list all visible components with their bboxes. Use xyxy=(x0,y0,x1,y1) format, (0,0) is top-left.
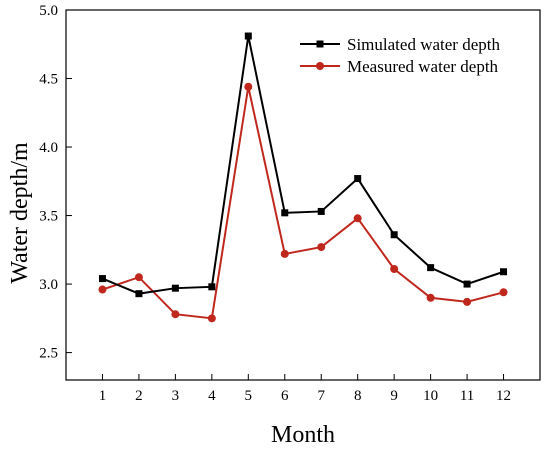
y-tick-label: 3.5 xyxy=(39,209,58,225)
data-point-square xyxy=(390,231,398,239)
legend-marker-circle xyxy=(316,62,324,70)
series-line xyxy=(102,35,504,295)
x-tick-label: 1 xyxy=(99,388,107,404)
data-point-circle xyxy=(171,310,180,319)
legend-label: Measured water depth xyxy=(347,57,499,76)
data-point-circle xyxy=(207,314,216,323)
data-point-square xyxy=(427,264,435,272)
y-tick-label: 4.5 xyxy=(39,72,58,88)
x-tick-label: 6 xyxy=(281,388,289,404)
x-axis-title: Month xyxy=(271,422,335,448)
y-tick-label: 4.0 xyxy=(39,140,58,156)
legend-marker-square xyxy=(316,40,324,48)
data-point-circle xyxy=(98,285,107,294)
x-tick-label: 8 xyxy=(354,388,362,404)
data-point-square xyxy=(354,175,362,183)
data-point-circle xyxy=(280,249,289,258)
data-point-circle xyxy=(244,82,253,91)
legend-label: Simulated water depth xyxy=(347,35,500,54)
x-tick-label: 10 xyxy=(423,388,438,404)
x-axis: 1 2 3 4 5 6 7 8 9 10 11 12 xyxy=(99,374,511,404)
data-point-circle xyxy=(499,288,508,297)
y-axis: 2.5 3.0 3.5 4.0 4.5 5.0 xyxy=(39,3,72,362)
series-line xyxy=(102,86,504,320)
x-tick-label: 7 xyxy=(317,388,325,404)
legend-item: Simulated water depth xyxy=(300,35,500,54)
y-tick-label: 5.0 xyxy=(39,3,58,19)
data-point-circle xyxy=(317,243,326,252)
x-tick-label: 9 xyxy=(390,388,398,404)
data-point-square xyxy=(317,207,325,215)
data-point-circle xyxy=(426,293,435,302)
x-tick-label: 12 xyxy=(496,388,511,404)
data-point-circle xyxy=(463,297,472,306)
x-tick-label: 3 xyxy=(172,388,180,404)
data-point-square xyxy=(98,275,106,283)
series-simulated xyxy=(98,32,508,298)
y-axis-title: Water depth/m xyxy=(7,142,33,284)
legend-item: Measured water depth xyxy=(300,57,499,76)
data-point-square xyxy=(500,268,508,276)
x-tick-label: 2 xyxy=(135,388,143,404)
x-tick-label: 11 xyxy=(460,388,474,404)
legend: Simulated water depth Measured water dept… xyxy=(300,35,500,76)
plot-frame xyxy=(65,9,541,381)
x-tick-label: 5 xyxy=(245,388,253,404)
series-measured xyxy=(98,82,508,323)
plot-border xyxy=(65,9,541,381)
y-tick-label: 2.5 xyxy=(39,346,58,362)
data-point-square xyxy=(244,32,252,40)
data-point-circle xyxy=(390,265,399,273)
data-point-square xyxy=(135,290,143,298)
data-point-square xyxy=(463,280,471,288)
data-point-square xyxy=(171,284,179,292)
y-tick-label: 3.0 xyxy=(39,277,58,293)
data-point-square xyxy=(281,209,289,217)
data-point-square xyxy=(208,283,216,291)
data-point-circle xyxy=(134,273,143,282)
series-layer xyxy=(98,32,508,323)
x-tick-label: 4 xyxy=(208,388,216,404)
data-point-circle xyxy=(353,214,362,223)
